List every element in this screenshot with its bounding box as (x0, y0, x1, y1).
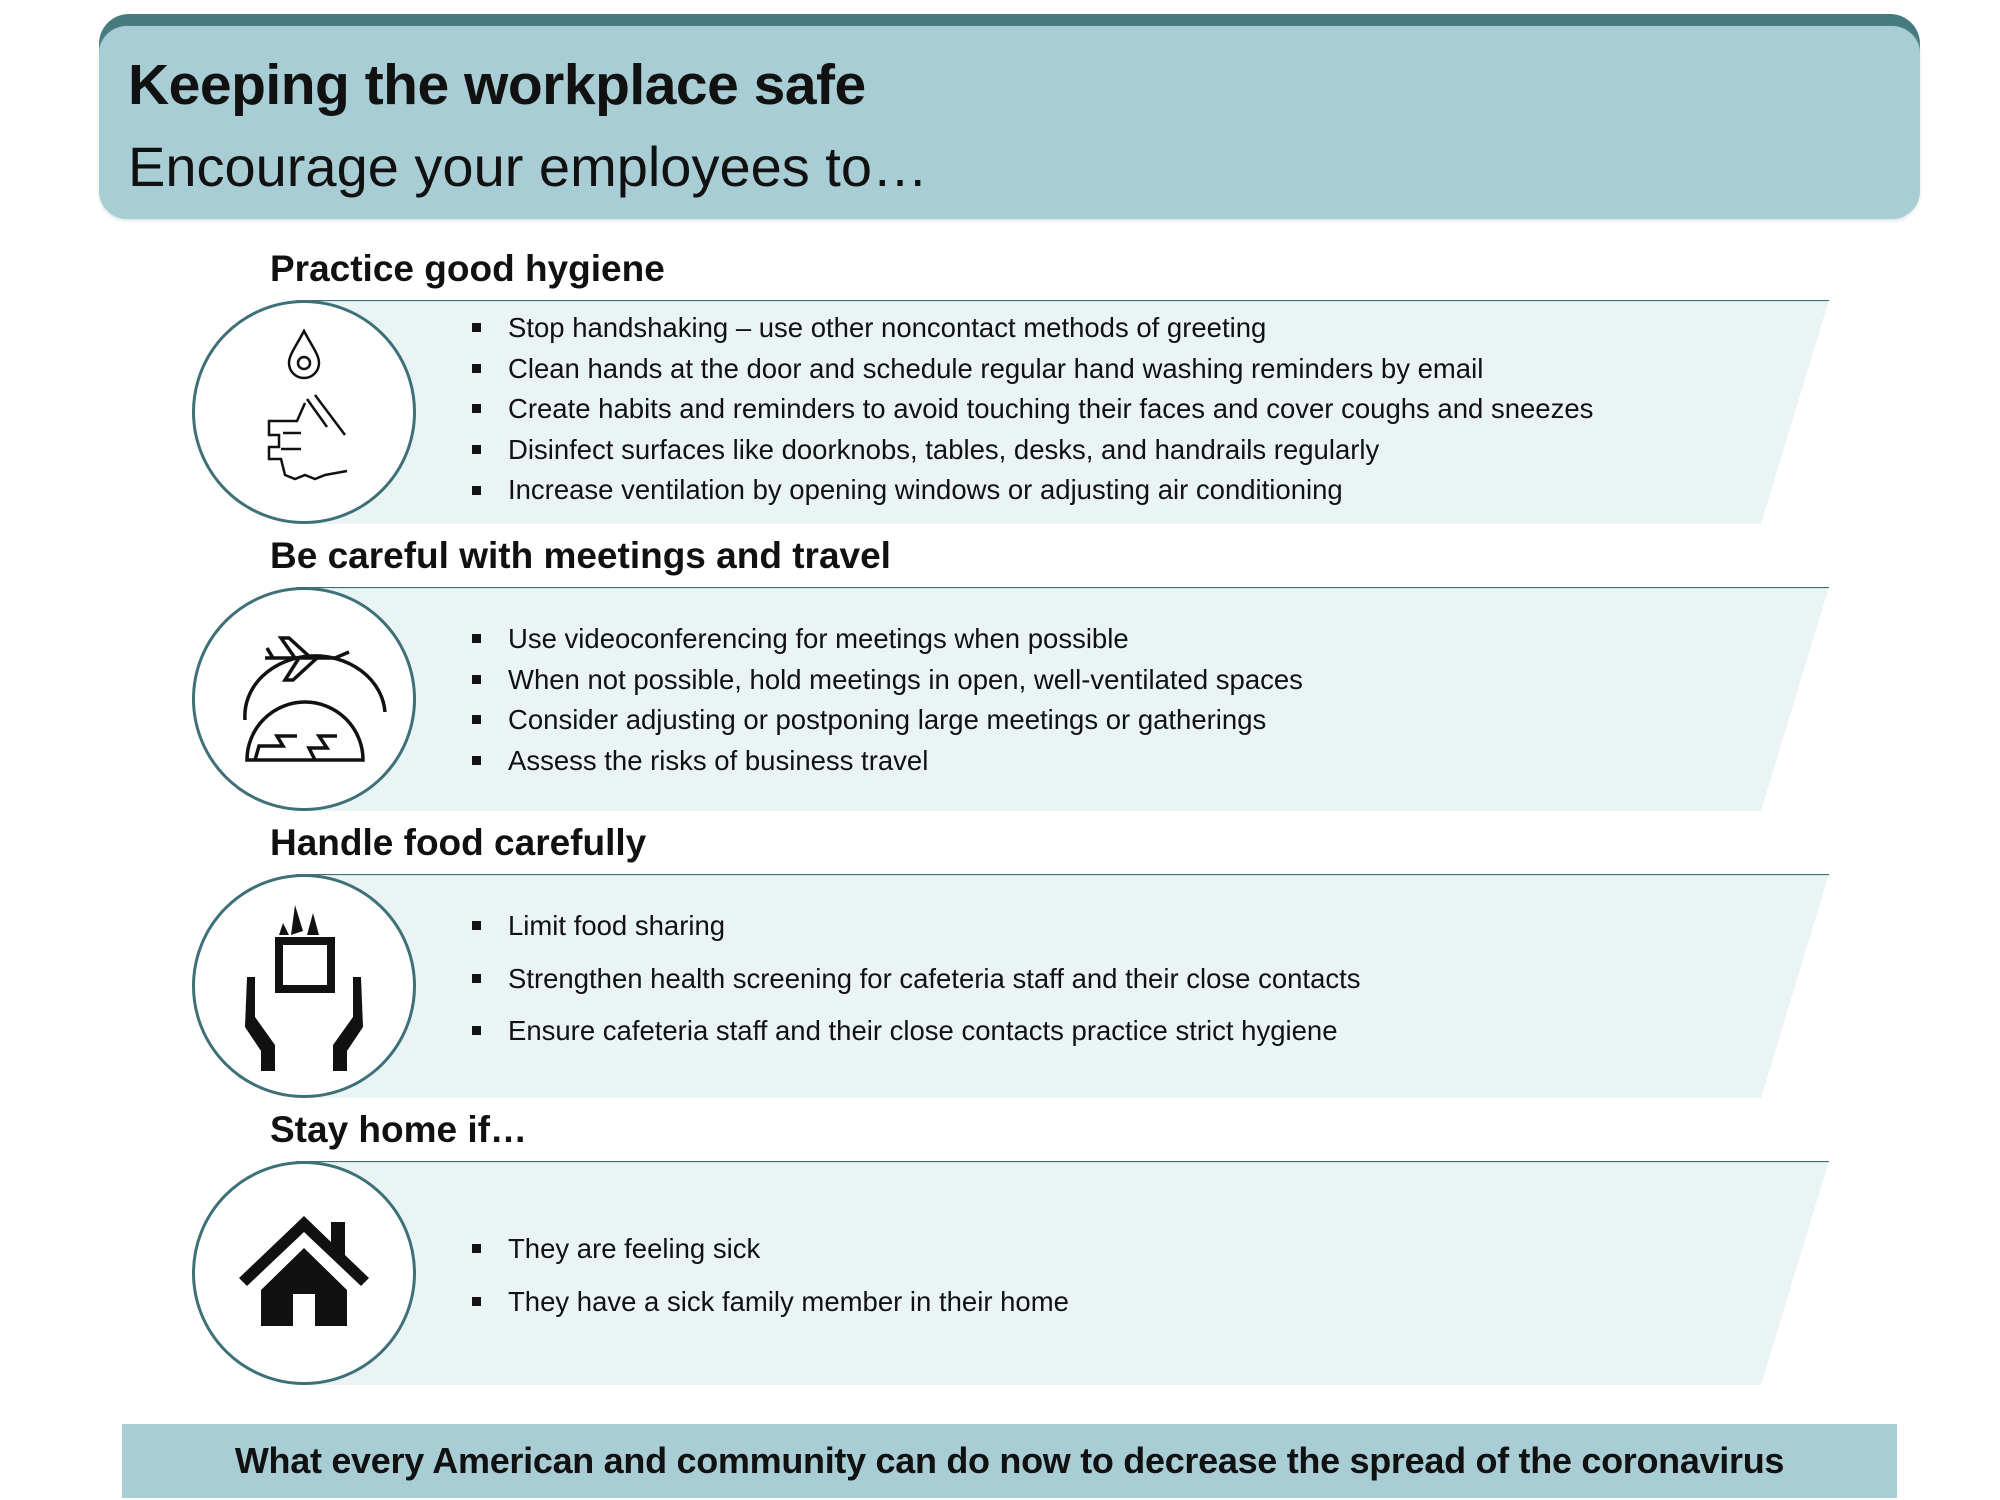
section-band (296, 874, 1829, 1098)
bullet-item: Increase ventilation by opening windows … (472, 470, 1593, 511)
section-band (296, 300, 1829, 524)
bullet-item: Stop handshaking – use other noncontact … (472, 308, 1593, 349)
section-heading: Practice good hygiene (270, 248, 665, 289)
bullet-item: Assess the risks of business travel (472, 741, 1303, 782)
bullet-item: Consider adjusting or postponing large m… (472, 700, 1303, 741)
bullet-list: Limit food sharing Strengthen health scre… (472, 900, 1361, 1058)
airplane-globe-icon (192, 587, 416, 811)
section-heading: Handle food carefully (270, 822, 647, 863)
page-title: Keeping the workplace safe (128, 53, 866, 117)
section-stay-home: Stay home if… They are feeling sick They … (0, 1109, 2000, 1448)
bullet-item: Strengthen health screening for cafeteri… (472, 953, 1361, 1006)
bullet-item: Create habits and reminders to avoid tou… (472, 389, 1593, 430)
page-subtitle: Encourage your employees to… (128, 135, 928, 198)
bullet-item: Use videoconferencing for meetings when … (472, 619, 1303, 660)
bullet-item: When not possible, hold meetings in open… (472, 660, 1303, 701)
bullet-list: Use videoconferencing for meetings when … (472, 619, 1303, 781)
bullet-item: Clean hands at the door and schedule reg… (472, 349, 1593, 390)
header-banner (99, 26, 1920, 219)
footer-banner: What every American and community can do… (122, 1424, 1897, 1498)
bullet-item: Limit food sharing (472, 900, 1361, 953)
food-hands-icon (192, 874, 416, 1098)
section-band (296, 587, 1829, 811)
section-food: Handle food carefully Limit food sharing… (0, 822, 2000, 1161)
bullet-item: They are feeling sick (472, 1223, 1069, 1276)
handwashing-icon (192, 300, 416, 524)
bullet-item: Disinfect surfaces like doorknobs, table… (472, 430, 1593, 471)
bullet-item: They have a sick family member in their … (472, 1276, 1069, 1329)
footer-text: What every American and community can do… (234, 1440, 1785, 1481)
bullet-list: Stop handshaking – use other noncontact … (472, 308, 1593, 511)
house-icon (192, 1161, 416, 1385)
section-hygiene: Practice good hygiene Stop handshaking –… (0, 248, 2000, 587)
section-band (296, 1161, 1829, 1385)
section-heading: Be careful with meetings and travel (270, 535, 891, 576)
bullet-list: They are feeling sick They have a sick fa… (472, 1223, 1069, 1328)
section-meetings-travel: Be careful with meetings and travel Use … (0, 535, 2000, 874)
bullet-item: Ensure cafeteria staff and their close c… (472, 1005, 1361, 1058)
section-heading: Stay home if… (270, 1109, 527, 1150)
